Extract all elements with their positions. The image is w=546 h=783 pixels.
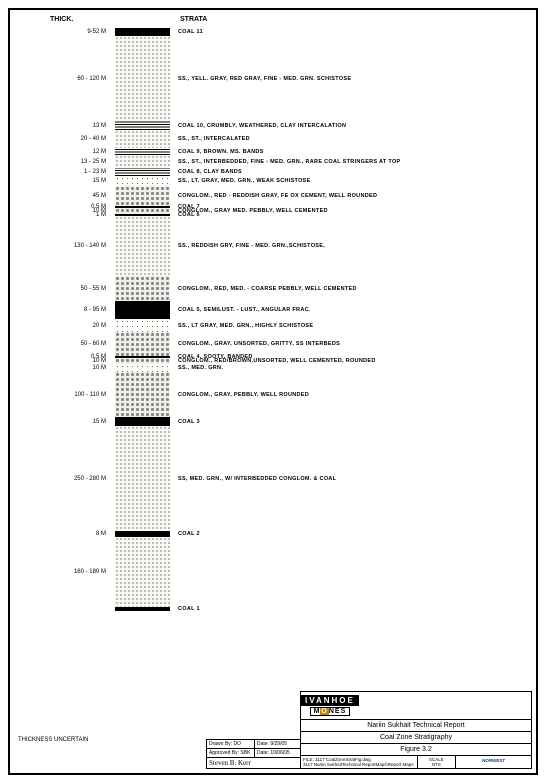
layer-24 — [115, 537, 170, 607]
layer-1 — [115, 36, 170, 121]
scale-cell: SCALE NTS — [418, 756, 456, 768]
layer-25 — [115, 607, 170, 611]
scale-val: NTS — [420, 762, 453, 767]
thick-label-24: 160 - 180 M — [74, 569, 106, 575]
signature-script: Steven B. Kerr — [207, 758, 302, 768]
drawn-date: Date: 9/29/05 — [255, 740, 302, 748]
mines-nes: NES — [329, 708, 346, 715]
strata-label-8: CONGLOM., RED - REDDISH GRAY, FE OX CEME… — [178, 193, 377, 199]
layer-21 — [115, 417, 170, 426]
layer-2 — [115, 121, 170, 130]
thick-label-2: 13 M — [93, 123, 106, 129]
thick-label-3: 20 - 40 M — [81, 136, 106, 142]
diagram-frame: THICK. STRATA 9-52 M COAL 11 60 - 120 M SS.… — [8, 8, 538, 775]
layer-22 — [115, 426, 170, 531]
file2: 3117 Nariin SukhaitTechnical ReportMaps\… — [303, 762, 415, 767]
mines-logo: MONES — [310, 707, 351, 716]
ivanhoe-logo: IVANHOE — [301, 695, 359, 706]
strata-label-25: COAL 1 — [178, 606, 200, 612]
thick-label-4: 12 M — [93, 149, 106, 155]
thick-label-1: 60 - 120 M — [77, 76, 106, 82]
strata-label-22: SS, MED. GRN., W/ INTERBEDDED CONGLOM. &… — [178, 476, 336, 482]
layer-12 — [115, 216, 170, 276]
layer-7 — [115, 176, 170, 186]
strata-label-5: SS., ST., INTERBEDDED, FINE - MED. GRN.,… — [178, 159, 401, 165]
strata-label-19: SS., MED. GRN. — [178, 365, 223, 371]
thick-label-14: 8 - 95 M — [84, 307, 106, 313]
thick-label-22: 250 - 280 M — [74, 476, 106, 482]
strata-label-6: COAL 8, CLAY BANDS — [178, 169, 242, 175]
layer-8 — [115, 186, 170, 206]
strata-label-14: COAL 5, SEMILUST. - LUST., ANGULAR FRAC. — [178, 307, 311, 313]
layer-6 — [115, 168, 170, 176]
strata-label-20: CONGLOM., GRAY, PEBBLY, WELL ROUNDED — [178, 392, 309, 398]
strat-column — [115, 28, 170, 611]
strata-label-16: CONGLOM., GRAY, UNSORTED, GRITTY, SS INT… — [178, 341, 340, 347]
thick-label-20: 100 - 110 M — [74, 392, 106, 398]
strata-label-4: COAL 9, BROWN. MS. BANDS — [178, 149, 264, 155]
approved-date: Date: 10/06/05 — [255, 749, 302, 757]
title-line3: Figure 3.2 — [301, 744, 531, 756]
header-strata: STRATA — [180, 16, 207, 23]
strata-label-11: COAL 6 — [178, 212, 200, 218]
thick-label-19: 10 M — [93, 365, 106, 371]
drawn-by: Drawn By: DO — [207, 740, 255, 748]
strata-label-10: CONGLOM., GRAY MED. PEBBLY, WELL CEMENTE… — [178, 208, 328, 214]
strata-label-13: CONGLOM., RED, MED. - COARSE PEBBLY, WEL… — [178, 286, 357, 292]
layer-5 — [115, 155, 170, 168]
strata-label-7: SS., LT. GRAY, MED. GRN., WEAK SCHISTOSE — [178, 178, 311, 184]
strata-label-2: COAL 10, CRUMBLY, WEATHERED, CLAY INTERC… — [178, 123, 346, 129]
strata-label-21: COAL 3 — [178, 419, 200, 425]
thickness-uncertain-label: THICKNESS UNCERTAIN — [18, 737, 88, 743]
title-line2: Coal Zone Stratigraphy — [301, 732, 531, 744]
layer-15 — [115, 319, 170, 332]
strata-label-1: SS., YELL. GRAY, RED GRAY, FINE - MED. G… — [178, 76, 351, 82]
signature-block: Drawn By: DO Date: 9/29/05 Approved By: … — [206, 739, 303, 769]
thick-label-18: 10 M — [93, 358, 106, 364]
title-block: IVANHOE MONES Nariin Sukhait Technical R… — [300, 691, 532, 769]
layer-0 — [115, 28, 170, 36]
thick-label-8: 45 M — [93, 193, 106, 199]
strata-label-0: COAL 11 — [178, 29, 203, 35]
thick-label-5: 13 - 25 M — [81, 159, 106, 165]
file-info: FILE: 3117 CoalZoneStratFig.dwg 3117 Nar… — [301, 756, 418, 768]
thick-label-12: 130 - 140 M — [74, 243, 106, 249]
thick-label-13: 50 - 55 M — [81, 286, 106, 292]
thick-label-6: 1 - 23 M — [84, 169, 106, 175]
norwest-logo: NORWEST — [456, 756, 531, 768]
title-line1: Nariin Sukhait Technical Report — [301, 720, 531, 732]
mines-o: O — [320, 708, 328, 715]
layer-20 — [115, 372, 170, 417]
thick-label-7: 15 M — [93, 178, 106, 184]
thick-label-21: 15 M — [93, 419, 106, 425]
header-thick: THICK. — [50, 16, 73, 23]
logo-row: IVANHOE MONES — [301, 692, 531, 720]
strata-label-18: CONGLOM., RED/BROWN,UNSORTED, WELL CEMEN… — [178, 358, 376, 364]
thick-label-11: 1 M — [96, 212, 106, 218]
layer-16 — [115, 332, 170, 356]
thick-label-23: 8 M — [96, 531, 106, 537]
title-bottom-row: FILE: 3117 CoalZoneStratFig.dwg 3117 Nar… — [301, 756, 531, 768]
strata-label-3: SS., ST., INTERCALATED — [178, 136, 250, 142]
thick-label-15: 20 M — [93, 323, 106, 329]
strata-label-12: SS., REDDISH GRY, FINE - MED. GRN.,SCHIS… — [178, 243, 325, 249]
thick-label-0: 9-52 M — [87, 29, 106, 35]
layer-19 — [115, 364, 170, 372]
layer-3 — [115, 130, 170, 148]
layer-14 — [115, 301, 170, 319]
approved-by: Approved By: SBK — [207, 749, 255, 757]
thick-label-16: 50 - 60 M — [81, 341, 106, 347]
strata-label-15: SS., LT GRAY, MED. GRN., HIGHLY SCHISTOS… — [178, 323, 313, 329]
layer-13 — [115, 276, 170, 301]
strata-label-23: COAL 2 — [178, 531, 200, 537]
layer-4 — [115, 148, 170, 155]
